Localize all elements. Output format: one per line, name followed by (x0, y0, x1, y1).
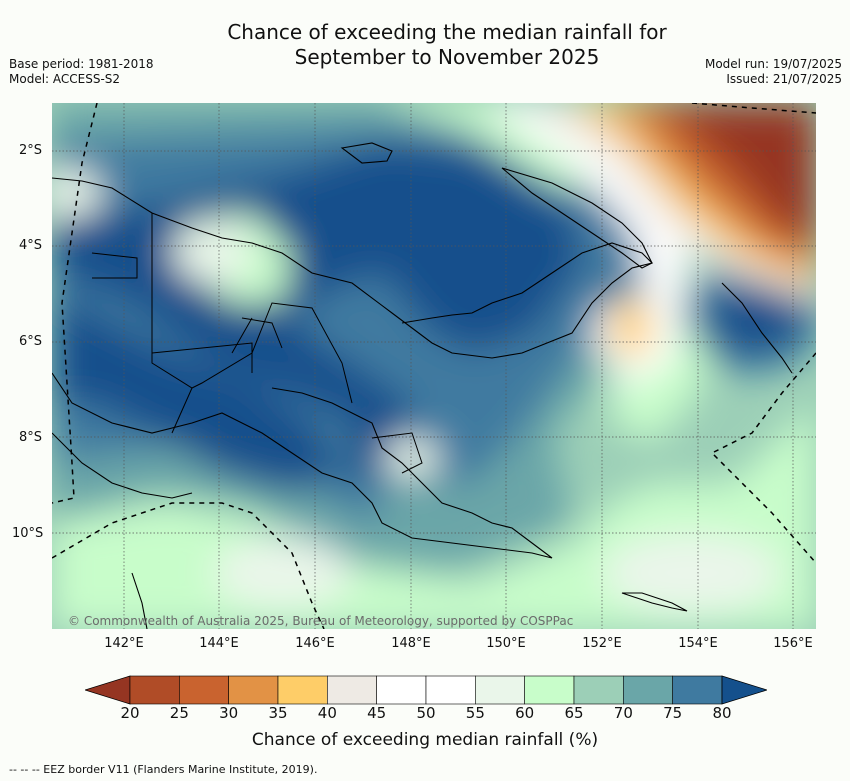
colorbar-tick-label: 40 (317, 704, 337, 722)
colorbar-segment (228, 675, 279, 705)
coastline (52, 142, 793, 629)
colorbar-segment (179, 675, 229, 705)
contour-dark-blue-lower (52, 293, 342, 493)
colorbar-tick-label: 35 (268, 704, 288, 722)
lon-label-142e: 142°E (104, 636, 144, 651)
colorbar-segment (327, 675, 377, 705)
colorbar-tick-label: 30 (219, 704, 239, 722)
lat-label-8s: 8°S (19, 430, 43, 445)
colorbar-low-extend (85, 675, 131, 705)
lon-label-148e: 148°E (391, 636, 431, 651)
map-gridlines (52, 103, 816, 629)
colorbar-tick-label: 80 (712, 704, 732, 722)
province-borders (91, 213, 423, 474)
lon-label-150e: 150°E (486, 636, 526, 651)
lat-label-4s: 4°S (19, 238, 43, 253)
rainfall-map[interactable] (52, 103, 816, 629)
meta-left: Base period: 1981-2018 Model: ACCESS-S2 (9, 57, 154, 87)
colorbar-tick-label: 55 (465, 704, 485, 722)
contour-white-south (212, 538, 352, 608)
lat-label-10s: 10°S (12, 526, 44, 541)
eez-border (52, 103, 816, 629)
colorbar-segment (425, 675, 476, 705)
contour-yellow-east (612, 298, 652, 358)
lon-label-156e: 156°E (773, 636, 813, 651)
lon-label-144e: 144°E (199, 636, 239, 651)
colorbar-segment (573, 675, 624, 705)
meta-right: Model run: 19/07/2025 Issued: 21/07/2025 (705, 57, 842, 87)
base-period: Base period: 1981-2018 (9, 57, 154, 71)
colorbar-segment (475, 675, 525, 705)
lon-label-146e: 146°E (295, 636, 335, 651)
colorbar-segment (623, 675, 673, 705)
lat-label-6s: 6°S (19, 334, 43, 349)
colorbar-segment (672, 675, 723, 705)
colorbar-tick-label: 60 (515, 704, 535, 722)
colorbar-tick-label: 25 (169, 704, 189, 722)
colorbar-segment (129, 675, 180, 705)
contour-white-southeast (602, 533, 782, 613)
eez-legend: -- -- -- EEZ border V11 (Flanders Marine… (9, 763, 318, 776)
colorbar (85, 675, 767, 705)
colorbar-segment (524, 675, 575, 705)
colorbar-tick-label: 20 (120, 704, 140, 722)
lon-label-154e: 154°E (678, 636, 718, 651)
colorbar-tick-label: 50 (416, 704, 436, 722)
lon-label-152e: 152°E (582, 636, 622, 651)
title-line-1: Chance of exceeding the median rainfall … (227, 20, 667, 44)
contour-east-eddy-core (712, 283, 802, 353)
map-title: Chance of exceeding the median rainfall … (0, 20, 850, 70)
colorbar-tick-label: 70 (613, 704, 633, 722)
model-run: Model run: 19/07/2025 (704, 57, 842, 71)
contour-white-center (384, 438, 440, 478)
colorbar-tick-label: 65 (564, 704, 584, 722)
colorbar-high-extend (721, 675, 767, 705)
title-line-2: September to November 2025 (294, 45, 600, 69)
contour-light-green-north (382, 103, 612, 193)
contour-brown (672, 103, 816, 243)
model-name: Model: ACCESS-S2 (9, 72, 121, 86)
colorbar-tick-label: 75 (663, 704, 683, 722)
contour-white-west (172, 223, 252, 283)
lat-label-2s: 2°S (19, 143, 43, 158)
colorbar-segment (277, 675, 328, 705)
copyright-notice: © Commonwealth of Australia 2025, Bureau… (68, 614, 574, 628)
colorbar-label: Chance of exceeding median rainfall (%) (251, 730, 599, 750)
colorbar-tick-label: 45 (367, 704, 387, 722)
issued-date: Issued: 21/07/2025 (726, 72, 842, 86)
colorbar-segment (376, 675, 427, 705)
